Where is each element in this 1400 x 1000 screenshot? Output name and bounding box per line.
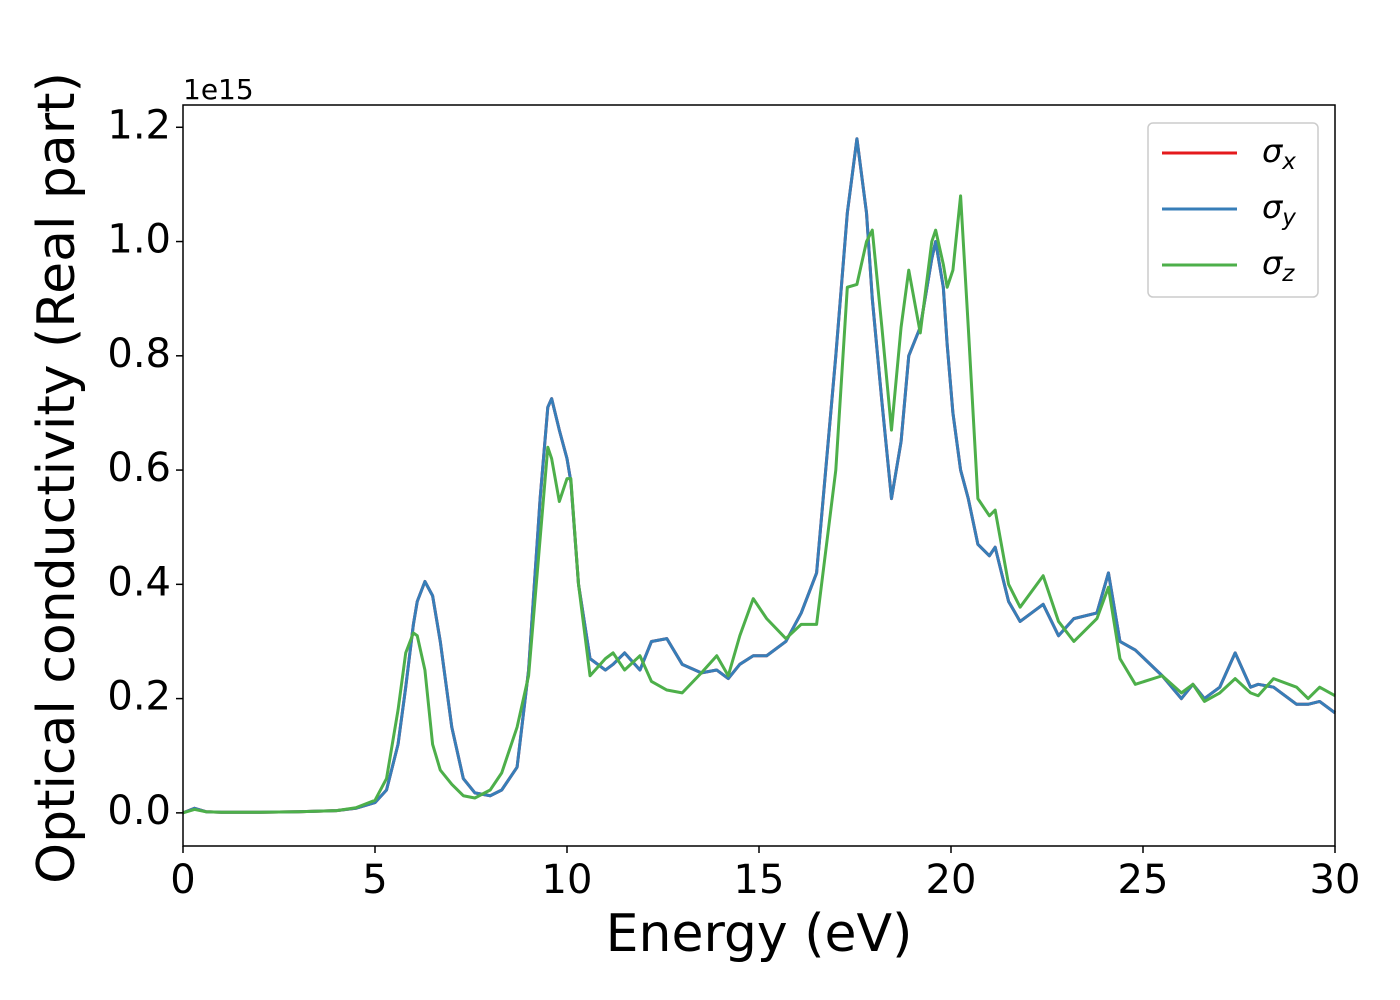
legend-label: σz [1262, 244, 1295, 287]
legend-label: σy [1262, 188, 1296, 231]
x-tick-label: 5 [362, 857, 387, 903]
x-tick-label: 25 [1118, 857, 1169, 903]
y-tick-label: 0.6 [107, 445, 171, 491]
x-tick-label: 15 [734, 857, 785, 903]
offset-label: 1e15 [183, 73, 254, 106]
x-tick-label: 10 [542, 857, 593, 903]
x-axis-label: Energy (eV) [606, 904, 913, 964]
y-tick-label: 0.0 [107, 788, 171, 834]
y-tick-label: 0.8 [107, 331, 171, 377]
y-tick-label: 0.2 [107, 674, 171, 720]
plot-frame [182, 104, 1336, 847]
y-tick-label: 1.2 [107, 102, 171, 148]
series-line [182, 194, 1336, 815]
y-axis-label: Optical conductivity (Real part) [27, 72, 87, 884]
y-tick-label: 1.0 [107, 217, 171, 263]
x-tick-label: 20 [926, 857, 977, 903]
legend-label: σx [1262, 132, 1296, 175]
x-tick-label: 0 [170, 857, 195, 903]
series-line [182, 137, 1336, 815]
y-tick-label: 0.4 [107, 559, 171, 605]
x-tick-label: 30 [1310, 857, 1361, 903]
